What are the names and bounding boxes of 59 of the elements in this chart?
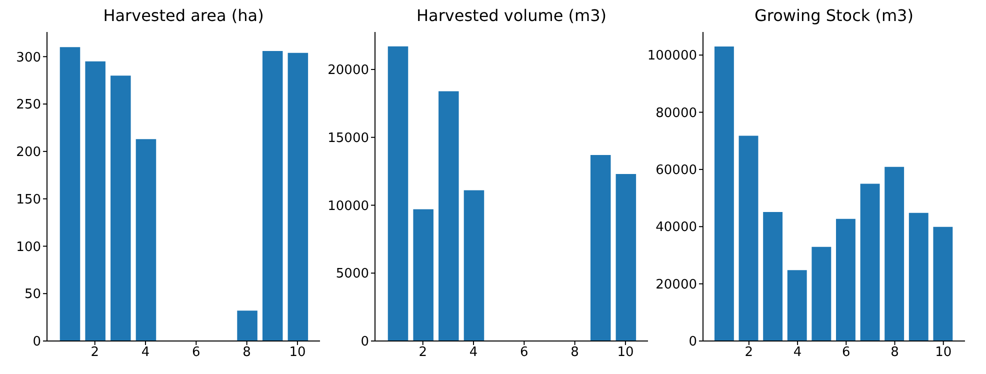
bar <box>616 174 636 341</box>
chart-title: Harvested area (ha) <box>102 6 265 25</box>
x-tick-label: 4 <box>141 345 150 360</box>
y-tick-label: 20000 <box>328 63 369 78</box>
bar <box>884 166 904 341</box>
x-tick-label: 6 <box>192 345 200 360</box>
y-tick-label: 50 <box>24 287 41 302</box>
chart-title: Growing Stock (m3) <box>754 6 914 25</box>
bar <box>812 246 832 341</box>
y-tick-label: 100000 <box>647 48 697 64</box>
bar <box>288 52 308 341</box>
y-tick-label: 0 <box>32 334 41 350</box>
x-tick-label: 2 <box>744 345 754 360</box>
bar <box>738 136 758 341</box>
x-tick-label: 2 <box>90 345 100 360</box>
bar <box>714 46 734 341</box>
x-tick-label: 10 <box>289 345 306 360</box>
bar <box>836 218 856 341</box>
bar <box>262 50 283 341</box>
bar <box>933 226 953 341</box>
x-tick-label: 2 <box>418 345 428 360</box>
y-tick-label: 150 <box>16 192 41 208</box>
y-tick-label: 0 <box>688 334 697 350</box>
y-tick-label: 100 <box>16 240 41 255</box>
y-tick-label: 5000 <box>336 266 369 282</box>
x-tick-label: 8 <box>570 345 579 360</box>
bar <box>908 212 928 341</box>
y-tick-label: 15000 <box>328 130 369 146</box>
y-tick-label: 80000 <box>656 106 697 121</box>
bar <box>136 139 156 341</box>
bar <box>763 212 783 341</box>
bar <box>85 61 106 341</box>
bar <box>110 76 131 341</box>
x-tick-label: 10 <box>617 345 634 360</box>
x-tick-label: 8 <box>242 345 251 360</box>
y-tick-label: 0 <box>360 334 369 350</box>
bar <box>438 91 459 341</box>
bar <box>464 190 484 341</box>
bar <box>388 46 408 341</box>
y-tick-label: 40000 <box>656 220 697 236</box>
y-tick-label: 20000 <box>656 277 697 292</box>
bar <box>60 47 80 341</box>
bar <box>860 184 880 341</box>
x-tick-label: 10 <box>935 345 952 360</box>
y-tick-label: 60000 <box>656 163 697 178</box>
x-tick-label: 8 <box>890 345 899 360</box>
bar <box>787 270 807 341</box>
x-tick-label: 6 <box>842 345 850 360</box>
y-tick-label: 200 <box>16 145 41 160</box>
bar <box>237 310 258 341</box>
x-tick-label: 4 <box>793 345 802 360</box>
y-tick-label: 300 <box>16 50 41 66</box>
bar <box>413 209 434 341</box>
y-tick-label: 250 <box>16 98 41 113</box>
x-tick-label: 4 <box>469 345 478 360</box>
x-tick-label: 6 <box>520 345 528 360</box>
bar <box>590 155 611 341</box>
chart-title: Harvested volume (m3) <box>415 6 608 25</box>
y-tick-label: 10000 <box>328 198 369 214</box>
